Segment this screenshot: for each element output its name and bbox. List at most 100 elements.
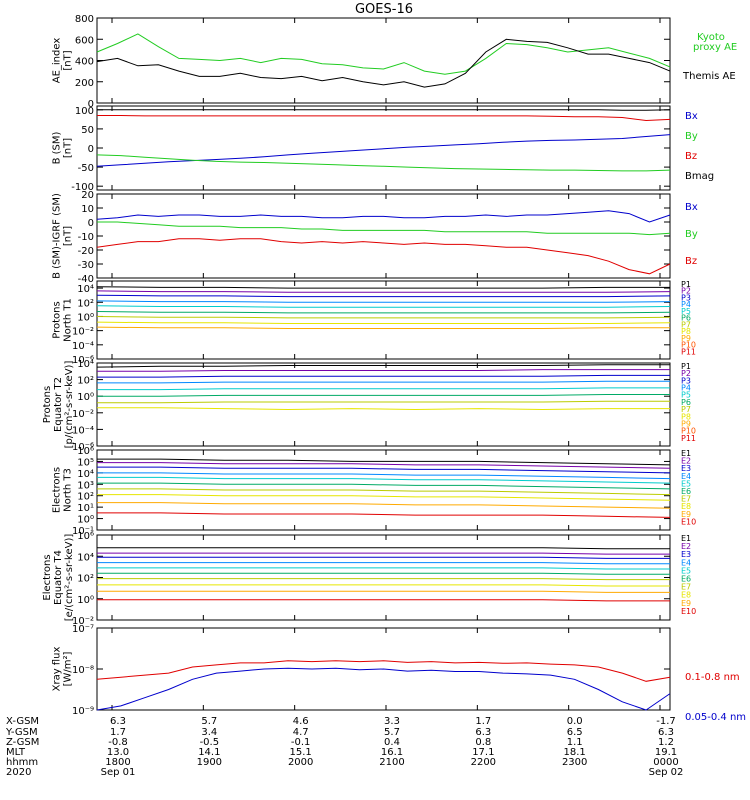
y-tick-label: 10³	[77, 480, 94, 491]
y-tick-label: 0	[88, 144, 94, 155]
series-line-p5	[97, 387, 670, 391]
panel-frame	[96, 17, 671, 104]
legend-entry: P6	[681, 314, 691, 323]
y-tick-label: 10⁻⁸	[72, 665, 94, 676]
series-line-e5	[97, 567, 670, 570]
y-axis-label: Equator T2	[53, 377, 64, 432]
y-tick-label: 800	[75, 14, 94, 25]
y-tick-label: -40	[78, 274, 94, 285]
series-line-p2	[97, 369, 670, 372]
series-line-by	[96, 154, 671, 172]
date-row-label: 2020	[6, 767, 31, 778]
series-line-p8	[96, 321, 671, 324]
legend-entry: P8	[681, 327, 691, 336]
y-tick-label: 10⁰	[77, 595, 94, 606]
ephemeris-value: 18.1	[564, 747, 586, 758]
ephemeris-value: 1.2	[658, 737, 674, 748]
series-line-0-1-0-8-nm	[96, 660, 671, 682]
ephemeris-value: 0.8	[475, 737, 491, 748]
legend-entry: Bx	[685, 202, 698, 213]
legend-entry: P10	[681, 341, 696, 350]
y-tick-label: 10⁶	[77, 531, 94, 542]
ephemeris-value: 5.7	[384, 727, 400, 738]
y-tick-label: -20	[78, 246, 94, 257]
y-tick-label: 10⁰	[77, 392, 94, 403]
y-axis-label: [p/(cm²-s-sr-keV)]	[64, 361, 75, 449]
series-line-by	[97, 221, 671, 236]
series-line-p6	[97, 394, 670, 397]
y-axis-label: Equator T4	[53, 550, 64, 605]
y-tick-label: 50	[81, 125, 94, 136]
legend-entry: P1	[681, 362, 691, 371]
series-line-p3	[97, 374, 670, 378]
y-axis-label: [W/m²]	[63, 651, 74, 686]
series-line-e10	[97, 599, 670, 602]
legend-entry: By	[685, 229, 698, 240]
legend-entry: E5	[681, 479, 691, 488]
ephemeris-value: 19.1	[655, 747, 677, 758]
series-line-e4	[97, 472, 671, 480]
y-tick-label: 10⁻²	[72, 409, 94, 420]
series-line-p4	[96, 300, 671, 303]
legend-entry: E7	[681, 583, 691, 592]
legend-entry: P7	[681, 405, 691, 414]
series-line-p6	[96, 311, 671, 314]
y-tick-label: 10²	[77, 376, 94, 387]
y-axis-label: B (SM)	[52, 131, 63, 164]
ephemeris-value: 2200	[471, 757, 496, 768]
y-tick-label: 10⁻⁴	[72, 341, 94, 352]
legend-entry: P6	[681, 398, 691, 407]
panel-frame	[96, 362, 671, 447]
legend-entry: P7	[681, 320, 691, 329]
legend-entry: E3	[681, 464, 691, 473]
y-axis-label: Electrons	[52, 467, 63, 513]
y-tick-label: 10⁴	[77, 359, 94, 370]
y-tick-label: 10⁻⁴	[72, 425, 94, 436]
series-line-bx	[96, 210, 671, 223]
legend-entry: E10	[681, 517, 696, 526]
y-tick-label: 10⁰	[77, 515, 94, 526]
y-tick-label: 10⁻²	[72, 616, 94, 627]
ephemeris-row-label: MLT	[6, 747, 26, 758]
legend-entry: E6	[681, 575, 691, 584]
legend-entry: P3	[681, 293, 691, 302]
series-line-kyoto-proxy-ae	[96, 33, 671, 75]
ephemeris-value: 0.0	[567, 716, 583, 727]
y-axis-label: [nT]	[63, 50, 74, 70]
legend-entry: E1	[681, 534, 691, 543]
panel-b: 100 50 0 -50 -100 B (SM) [nT] Bx By Bz Bmag	[52, 105, 714, 193]
series-line-e9	[97, 502, 671, 509]
series-line-p1	[96, 364, 670, 368]
series-line-bz	[97, 115, 671, 122]
y-axis-label: [e/(cm²-s-sr-keV)]	[64, 534, 75, 622]
y-axis-label: [nT]	[63, 226, 74, 246]
y-axis-label: AE_index	[52, 38, 63, 84]
panel-frame	[96, 449, 671, 531]
legend-entry: E2	[681, 542, 691, 551]
legend-entry: 0.1-0.8 nm	[685, 672, 740, 683]
ephemeris-value: 6.3	[658, 727, 674, 738]
y-tick-label: 10⁻⁶	[72, 442, 94, 453]
ephemeris-value: 1.7	[475, 716, 491, 727]
y-tick-label: 10⁻⁶	[72, 355, 94, 366]
y-tick-label: 10	[81, 204, 94, 215]
legend-entry: P9	[681, 419, 691, 428]
ephemeris-value: 4.7	[293, 727, 309, 738]
y-tick-label: 10²	[77, 574, 94, 585]
legend-entry: P10	[681, 427, 696, 436]
ephemeris-value: -0.1	[291, 737, 311, 748]
series-line-themis-ae	[96, 38, 671, 88]
legend-entry: P3	[681, 376, 691, 385]
y-tick-label: 10⁻⁷	[72, 624, 94, 635]
legend-entry: P4	[681, 300, 691, 309]
plot-title: GOES-16	[355, 2, 413, 17]
series-line-e10	[97, 512, 671, 518]
ephemeris-value: 15.1	[290, 747, 312, 758]
series-line-bx	[96, 134, 671, 167]
y-tick-label: 0	[88, 218, 94, 229]
series-line-e7	[97, 578, 670, 581]
ephemeris-value: 0.4	[384, 737, 400, 748]
ephemeris-value: 2100	[379, 757, 404, 768]
